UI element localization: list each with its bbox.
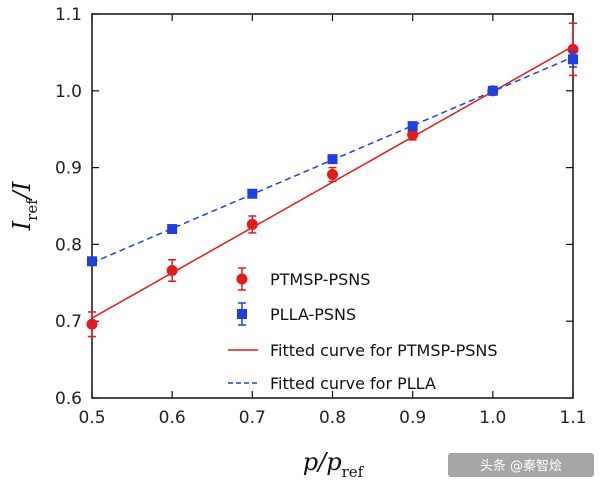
legend-entry-plla: PLLA-PSNS	[237, 302, 356, 326]
legend-label-plla: PLLA-PSNS	[270, 305, 356, 324]
data-point-square	[487, 85, 498, 96]
y-tick-label: 0.7	[55, 312, 82, 332]
x-axis-label: p/pref	[303, 448, 365, 481]
x-tick-label: 0.7	[239, 408, 266, 428]
legend-label-ptmsp: PTMSP-PSNS	[270, 270, 370, 289]
data-point-circle	[407, 129, 419, 141]
legend-entry-ptmsp: PTMSP-PSNS	[236, 267, 370, 291]
y-tick-label: 0.9	[55, 159, 82, 179]
x-tick-label: 0.8	[319, 408, 346, 428]
legend-entry-fit-plla: Fitted curve for PLLA	[228, 374, 436, 393]
data-point-square	[87, 256, 97, 267]
watermark-text: 头条 @秦智烩	[480, 458, 562, 474]
data-point-square	[407, 121, 418, 132]
legend-label-fit-ptmsp: Fitted curve for PTMSP-PSNS	[270, 341, 498, 360]
y-tick-label: 1.1	[55, 5, 82, 25]
watermark-background	[448, 453, 594, 477]
legend-marker-circle-icon	[236, 273, 248, 285]
legend-entry-fit-ptmsp: Fitted curve for PTMSP-PSNS	[228, 341, 498, 360]
y-tick-label: 0.6	[55, 389, 82, 409]
tick-group: 0.5 0.6 0.7 0.8 0.9 1.0 1.10.60.70.80.91.01.1	[55, 5, 587, 428]
data-point-square	[167, 224, 178, 235]
x-tick-label: 0.6	[159, 408, 186, 428]
data-point-square	[568, 54, 578, 65]
x-axis-label-sub: ref	[342, 463, 365, 481]
x-axis-label-main: p/p	[303, 448, 342, 476]
data-point-circle	[246, 218, 258, 230]
data-points	[86, 22, 579, 338]
data-point-circle	[327, 169, 338, 181]
x-tick-label: 0.5	[78, 408, 105, 428]
data-point-square	[247, 188, 258, 199]
x-tick-label: 0.9	[399, 408, 426, 428]
data-point-circle	[86, 318, 98, 330]
legend-marker-square-icon	[237, 309, 247, 319]
data-point-square	[327, 154, 338, 165]
x-tick-label: 1.0	[479, 408, 506, 428]
y-axis-label-tail: /I	[8, 181, 36, 201]
y-axis-label-main: I	[8, 220, 36, 231]
legend: PTMSP-PSNS PLLA-PSNS Fitted curve for PT…	[228, 267, 498, 393]
y-tick-label: 1.0	[55, 82, 82, 102]
legend-label-fit-plla: Fitted curve for PLLA	[270, 374, 436, 393]
y-axis-label: Iref/I	[8, 181, 41, 231]
x-tick-label: 1.1	[559, 408, 586, 428]
y-tick-label: 0.8	[55, 235, 82, 255]
y-axis-label-sub: ref	[23, 198, 41, 221]
data-point-circle	[166, 265, 178, 277]
